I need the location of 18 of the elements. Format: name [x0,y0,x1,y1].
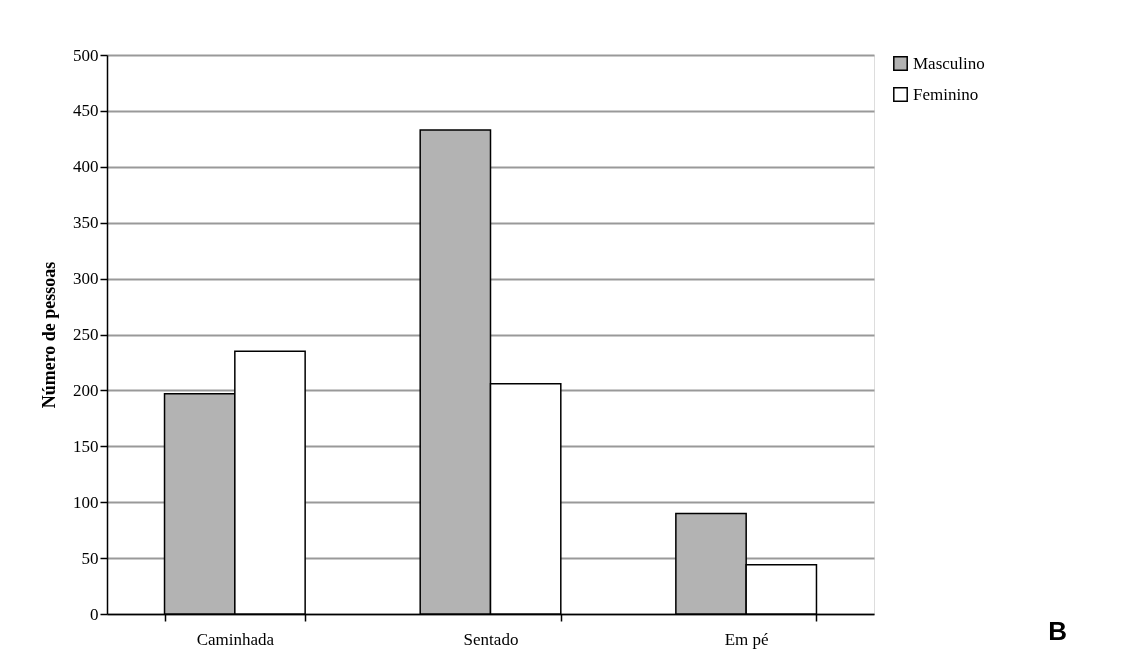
y-tick-label: 100 [73,492,99,512]
x-tick-label: Sentado [463,629,519,649]
y-tick-label: 400 [73,157,99,177]
x-tick-label: Em pé [724,629,769,649]
y-tick-label: 0 [90,604,99,624]
legend-label: Masculino [913,53,985,73]
y-axis-title: Número de pessoas [39,261,59,409]
y-tick-label: 450 [73,101,99,121]
y-tick-label: 250 [73,325,99,344]
y-tick-label: 200 [73,380,99,400]
y-tick-label: 350 [73,213,99,233]
y-tick-label: 300 [73,269,99,289]
x-tick-label: Caminhada [196,629,275,649]
y-tick-label: 150 [73,436,99,456]
legend-label: Feminino [913,84,979,104]
text: B [1048,616,1067,646]
y-tick-label: 500 [73,45,99,65]
y-tick-label: 50 [81,548,99,568]
